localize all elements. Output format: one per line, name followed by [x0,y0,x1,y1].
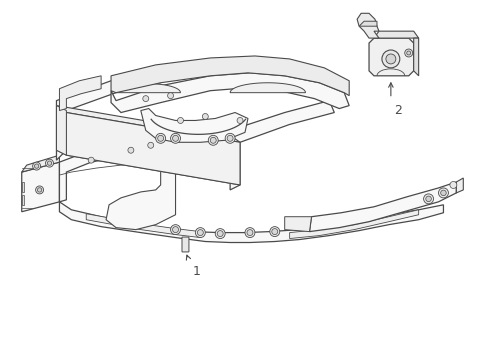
Circle shape [386,54,396,64]
Circle shape [426,196,431,202]
Text: 1: 1 [193,265,200,278]
Circle shape [88,157,94,163]
Circle shape [202,113,208,120]
Polygon shape [22,162,59,212]
Polygon shape [359,21,377,26]
Polygon shape [111,56,349,96]
Text: 2: 2 [394,104,402,117]
Circle shape [148,142,154,148]
Circle shape [197,230,203,235]
Circle shape [270,227,280,237]
Circle shape [48,161,52,165]
Polygon shape [66,113,240,185]
Polygon shape [310,182,456,231]
Polygon shape [56,105,240,142]
Circle shape [272,229,278,235]
Polygon shape [141,109,248,142]
Polygon shape [56,71,161,160]
Polygon shape [22,155,59,172]
Polygon shape [22,195,24,205]
FancyBboxPatch shape [182,237,189,252]
Circle shape [156,133,166,143]
Polygon shape [290,210,418,239]
Polygon shape [59,138,175,202]
Polygon shape [86,214,200,238]
Polygon shape [111,73,349,113]
Circle shape [37,188,42,192]
Circle shape [168,93,173,99]
Polygon shape [230,83,306,93]
Circle shape [217,231,223,237]
Polygon shape [117,84,180,93]
Circle shape [128,147,134,153]
Polygon shape [357,13,379,38]
Polygon shape [22,182,24,192]
Polygon shape [59,76,101,111]
Circle shape [215,229,225,239]
Circle shape [382,50,400,68]
Circle shape [34,164,39,168]
Circle shape [171,225,180,235]
Circle shape [172,227,178,233]
Polygon shape [456,178,464,193]
Circle shape [407,51,411,55]
Circle shape [247,230,253,235]
Polygon shape [56,150,240,185]
Circle shape [210,137,216,143]
Circle shape [237,117,243,123]
Circle shape [33,162,41,170]
Polygon shape [230,100,334,190]
Circle shape [450,181,457,188]
Circle shape [196,228,205,238]
Circle shape [424,194,434,204]
Circle shape [143,96,149,102]
Polygon shape [285,217,312,231]
Polygon shape [414,38,418,76]
Circle shape [46,159,53,167]
Polygon shape [56,105,66,155]
Polygon shape [59,202,443,243]
Polygon shape [106,150,175,230]
Polygon shape [369,38,414,76]
Circle shape [36,186,44,194]
Circle shape [171,133,180,143]
Circle shape [208,135,218,145]
Circle shape [225,133,235,143]
Circle shape [177,117,183,123]
Circle shape [172,135,178,141]
Circle shape [405,49,413,57]
Circle shape [158,135,164,141]
Polygon shape [374,31,418,38]
Circle shape [439,188,448,198]
Circle shape [227,135,233,141]
Circle shape [245,228,255,238]
Circle shape [441,190,446,196]
